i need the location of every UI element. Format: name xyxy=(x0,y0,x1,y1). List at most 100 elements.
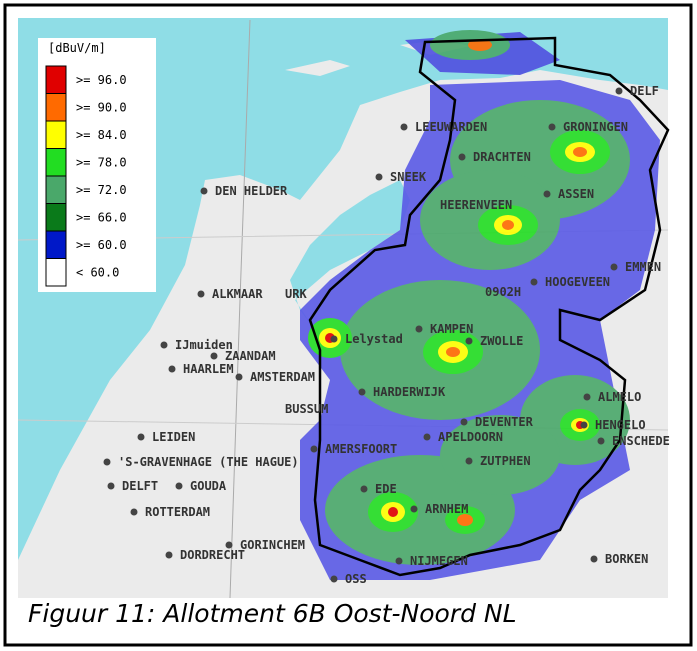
caption: Figuur 11: Allotment 6B Oost-Noord NL xyxy=(28,599,517,628)
legend-swatch xyxy=(45,120,67,149)
place-dot xyxy=(330,335,338,343)
place-label: LEIDEN xyxy=(152,430,195,444)
place-label: HARDERWIJK xyxy=(373,385,446,399)
place-dot xyxy=(330,575,338,583)
place-dot xyxy=(465,457,473,465)
legend-label: < 60.0 xyxy=(76,266,119,280)
place-dot xyxy=(137,433,145,441)
place-label: HENGELO xyxy=(595,418,646,432)
place-label: ASSEN xyxy=(558,187,594,201)
place-dot xyxy=(235,373,243,381)
place-dot xyxy=(410,505,418,513)
place-label: ZWOLLE xyxy=(480,334,523,348)
place-dot xyxy=(375,173,383,181)
place-label: URK xyxy=(285,287,307,301)
place-dot xyxy=(360,485,368,493)
place-label: HOOGEVEEN xyxy=(545,275,610,289)
place-label: DEVENTER xyxy=(475,415,534,429)
place-labels: LEEUWARDEN GRONINGEN DELF DRACHTEN SNEEK DEN … xyxy=(103,84,670,586)
place-dot xyxy=(168,365,176,373)
place-label: DRACHTEN xyxy=(473,150,531,164)
place-dot xyxy=(465,337,473,345)
place-dot xyxy=(610,263,618,271)
legend-unit: [dBuV/m] xyxy=(48,41,106,55)
place-dot xyxy=(400,123,408,131)
place-dot xyxy=(310,445,318,453)
place-label: Lelystad xyxy=(345,332,403,346)
place-dot xyxy=(458,153,466,161)
legend-swatch xyxy=(45,258,67,287)
legend-label: >= 60.0 xyxy=(76,238,127,252)
place-dot xyxy=(395,557,403,565)
legend-label: >= 78.0 xyxy=(76,156,127,170)
place-label: ZAANDAM xyxy=(225,349,276,363)
place-dot xyxy=(165,551,173,559)
legend-swatch xyxy=(45,65,67,94)
place-label: LEEUWARDEN xyxy=(415,120,487,134)
place-dot xyxy=(597,437,605,445)
legend-label: >= 96.0 xyxy=(76,73,127,87)
legend-swatch xyxy=(45,175,67,204)
place-dot xyxy=(107,482,115,490)
legend-swatch xyxy=(45,148,67,177)
legend-label: >= 66.0 xyxy=(76,211,127,225)
place-dot xyxy=(358,388,366,396)
place-label: HAARLEM xyxy=(183,362,234,376)
legend-label: >= 90.0 xyxy=(76,101,127,115)
place-label: GORINCHEM xyxy=(240,538,305,552)
place-label: DORDRECHT xyxy=(180,548,245,562)
legend-label: >= 72.0 xyxy=(76,183,127,197)
allotment-boundary xyxy=(308,36,670,577)
place-label: ZUTPHEN xyxy=(480,454,531,468)
place-dot xyxy=(415,325,423,333)
place-label: APELDOORN xyxy=(438,430,503,444)
place-label: AMERSFOORT xyxy=(325,442,397,456)
place-label: ROTTERDAM xyxy=(145,505,210,519)
place-label: ARNHEM xyxy=(425,502,468,516)
place-label: NIJMEGEN xyxy=(410,554,468,568)
place-dot xyxy=(423,433,431,441)
place-dot xyxy=(615,87,623,95)
place-dot xyxy=(175,482,183,490)
place-dot xyxy=(583,393,591,401)
place-label: EDE xyxy=(375,482,397,496)
place-label: ALKMAAR xyxy=(212,287,263,301)
place-dot xyxy=(543,190,551,198)
legend-swatch xyxy=(45,93,67,122)
place-label: GRONINGEN xyxy=(563,120,628,134)
legend-swatch xyxy=(45,203,67,232)
legend-swatch xyxy=(45,230,67,259)
place-dot xyxy=(130,508,138,516)
place-label: DELFT xyxy=(122,479,158,493)
place-label: EMMEN xyxy=(625,260,661,274)
place-dot xyxy=(225,541,233,549)
place-label: BORKEN xyxy=(605,552,648,566)
place-label: 'S-GRAVENHAGE (THE HAGUE) xyxy=(118,455,299,469)
place-dot xyxy=(460,418,468,426)
place-label: ENSCHEDE xyxy=(612,434,670,448)
place-label: BUSSUM xyxy=(285,402,328,416)
place-dot xyxy=(210,352,218,360)
place-label: GOUDA xyxy=(190,479,227,493)
place-label: IJmuiden xyxy=(175,338,233,352)
place-dot xyxy=(590,555,598,563)
place-label: DELF xyxy=(630,84,659,98)
place-dot xyxy=(580,421,588,429)
place-label: SNEEK xyxy=(390,170,427,184)
legend-label: >= 84.0 xyxy=(76,128,127,142)
coverage xyxy=(300,30,660,580)
place-dot xyxy=(200,187,208,195)
legend: [dBuV/m] >= 96.0 >= 90.0 >= 84.0 >= 78.0 >= 7… xyxy=(38,38,156,292)
place-label: 0902H xyxy=(485,285,521,299)
place-dot xyxy=(103,458,111,466)
place-dot xyxy=(160,341,168,349)
place-label: AMSTERDAM xyxy=(250,370,315,384)
place-dot xyxy=(530,278,538,286)
place-dot xyxy=(548,123,556,131)
place-label: ALMELO xyxy=(598,390,641,404)
place-label: OSS xyxy=(345,572,367,586)
place-label: KAMPEN xyxy=(430,322,473,336)
place-dot xyxy=(197,290,205,298)
